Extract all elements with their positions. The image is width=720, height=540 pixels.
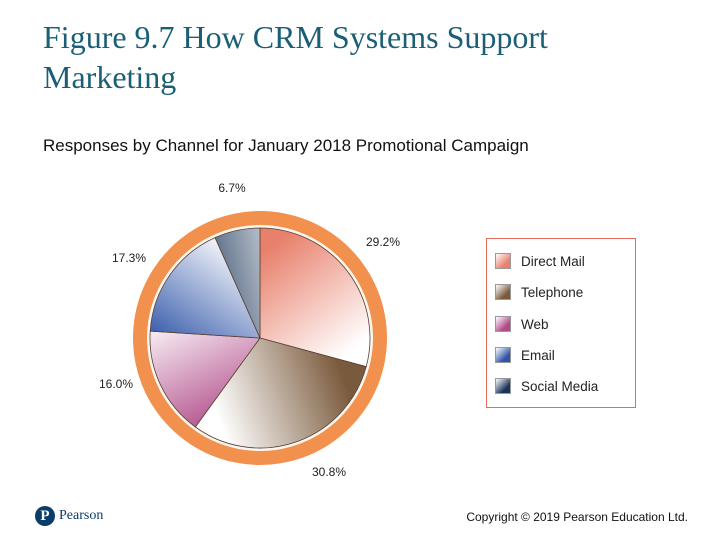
pie-label-direct-mail: 29.2% — [366, 235, 400, 249]
legend-label-social-media: Social Media — [521, 378, 599, 394]
legend-item-web: Web — [495, 314, 549, 334]
legend-label-web: Web — [521, 316, 549, 332]
legend-swatch-email — [495, 347, 511, 363]
chart-subtitle: Responses by Channel for January 2018 Pr… — [43, 136, 529, 155]
copyright-text: Copyright © 2019 Pearson Education Ltd. — [466, 510, 688, 524]
legend-item-social-media: Social Media — [495, 376, 598, 396]
pearson-logo-icon: P — [35, 506, 55, 526]
pie-label-social-media: 6.7% — [218, 181, 246, 195]
pie-slice-direct-mail — [259, 227, 371, 368]
legend-item-email: Email — [495, 345, 555, 365]
legend-label-direct-mail: Direct Mail — [521, 253, 585, 269]
pie-slice-web — [149, 330, 261, 428]
legend-swatch-social-media — [495, 378, 511, 394]
pie-slice-telephone — [194, 337, 367, 449]
legend-label-email: Email — [521, 347, 555, 363]
page-title: Figure 9.7 How CRM Systems Support Marke… — [43, 19, 548, 95]
pearson-logo: P Pearson — [35, 506, 103, 526]
legend-swatch-direct-mail — [495, 253, 511, 269]
legend-label-telephone: Telephone — [521, 284, 584, 300]
chart-legend: Direct Mail Telephone Web Email Social M… — [486, 238, 636, 408]
pie-label-telephone: 30.8% — [312, 465, 346, 479]
legend-swatch-web — [495, 316, 511, 332]
legend-swatch-telephone — [495, 284, 511, 300]
pie-slice-email — [149, 237, 261, 339]
legend-item-direct-mail: Direct Mail — [495, 251, 585, 271]
pie-label-web: 16.0% — [99, 377, 133, 391]
pearson-logo-text: Pearson — [59, 508, 104, 523]
legend-item-telephone: Telephone — [495, 282, 583, 302]
pie-label-email: 17.3% — [112, 251, 146, 265]
pie-slice-social-media — [214, 227, 261, 339]
